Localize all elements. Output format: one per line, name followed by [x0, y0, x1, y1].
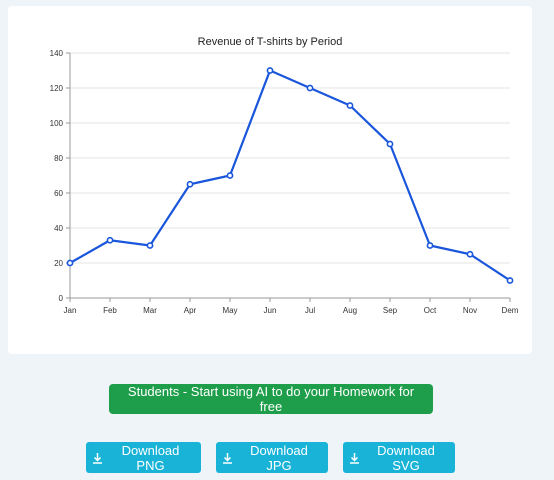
- download-svg-button[interactable]: Download SVG: [343, 442, 455, 473]
- data-point: [226, 172, 234, 179]
- data-point: [306, 84, 314, 92]
- download-png-label: Download PNG: [121, 442, 180, 473]
- download-png-button[interactable]: Download PNG: [86, 442, 201, 473]
- data-point: [426, 242, 434, 249]
- x-tick-label: Apr: [184, 306, 197, 315]
- y-axis-ticks: 0 20 40 60 80 100 120 140: [50, 49, 70, 303]
- y-tick-label: 140: [50, 49, 64, 58]
- chart-title: Revenue of T-shirts by Period: [198, 36, 343, 48]
- x-tick-label: Dem: [502, 306, 519, 315]
- y-tick-label: 80: [54, 154, 63, 163]
- line-chart: Revenue of T-shirts by Period 0 20 40 60 80 1…: [50, 36, 519, 315]
- download-icon: [222, 452, 233, 464]
- x-tick-label: Nov: [463, 306, 477, 315]
- data-point: [466, 250, 474, 258]
- revenue-series-line: [69, 69, 511, 282]
- y-tick-label: 120: [50, 84, 64, 93]
- x-tick-label: Mar: [143, 306, 157, 315]
- x-tick-label: Jul: [305, 306, 315, 315]
- data-point: [386, 140, 394, 148]
- data-points: [66, 67, 514, 284]
- x-tick-label: May: [222, 306, 237, 315]
- y-tick-label: 100: [50, 119, 64, 128]
- y-tick-label: 0: [59, 294, 64, 303]
- download-icon: [92, 452, 103, 464]
- chart-axes: [69, 53, 510, 299]
- chart-grid: [70, 52, 510, 299]
- data-point: [346, 102, 354, 109]
- data-point: [66, 259, 74, 267]
- download-icon: [349, 452, 360, 464]
- data-point: [506, 277, 514, 284]
- x-axis-ticks: Jan Feb Mar Apr May Jun Jul Aug Sep Oct Nov Dem: [64, 298, 519, 315]
- x-tick-label: Feb: [103, 306, 117, 315]
- x-tick-label: Jan: [64, 306, 77, 315]
- download-svg-label: Download SVG: [377, 442, 435, 473]
- download-jpg-button[interactable]: Download JPG: [216, 442, 328, 473]
- download-jpg-label: Download JPG: [250, 442, 308, 473]
- y-tick-label: 40: [54, 224, 63, 233]
- y-tick-label: 20: [54, 259, 63, 268]
- chart-card: [8, 6, 532, 354]
- data-point: [106, 236, 114, 244]
- x-tick-label: Oct: [424, 306, 437, 315]
- x-tick-label: Jun: [264, 306, 277, 315]
- homework-ai-button[interactable]: Students - Start using AI to do your Hom…: [109, 384, 433, 414]
- data-point: [186, 180, 194, 188]
- x-tick-label: Aug: [343, 306, 357, 315]
- y-tick-label: 60: [54, 189, 63, 198]
- data-point: [266, 67, 274, 74]
- x-tick-label: Sep: [383, 306, 398, 315]
- data-point: [146, 242, 154, 249]
